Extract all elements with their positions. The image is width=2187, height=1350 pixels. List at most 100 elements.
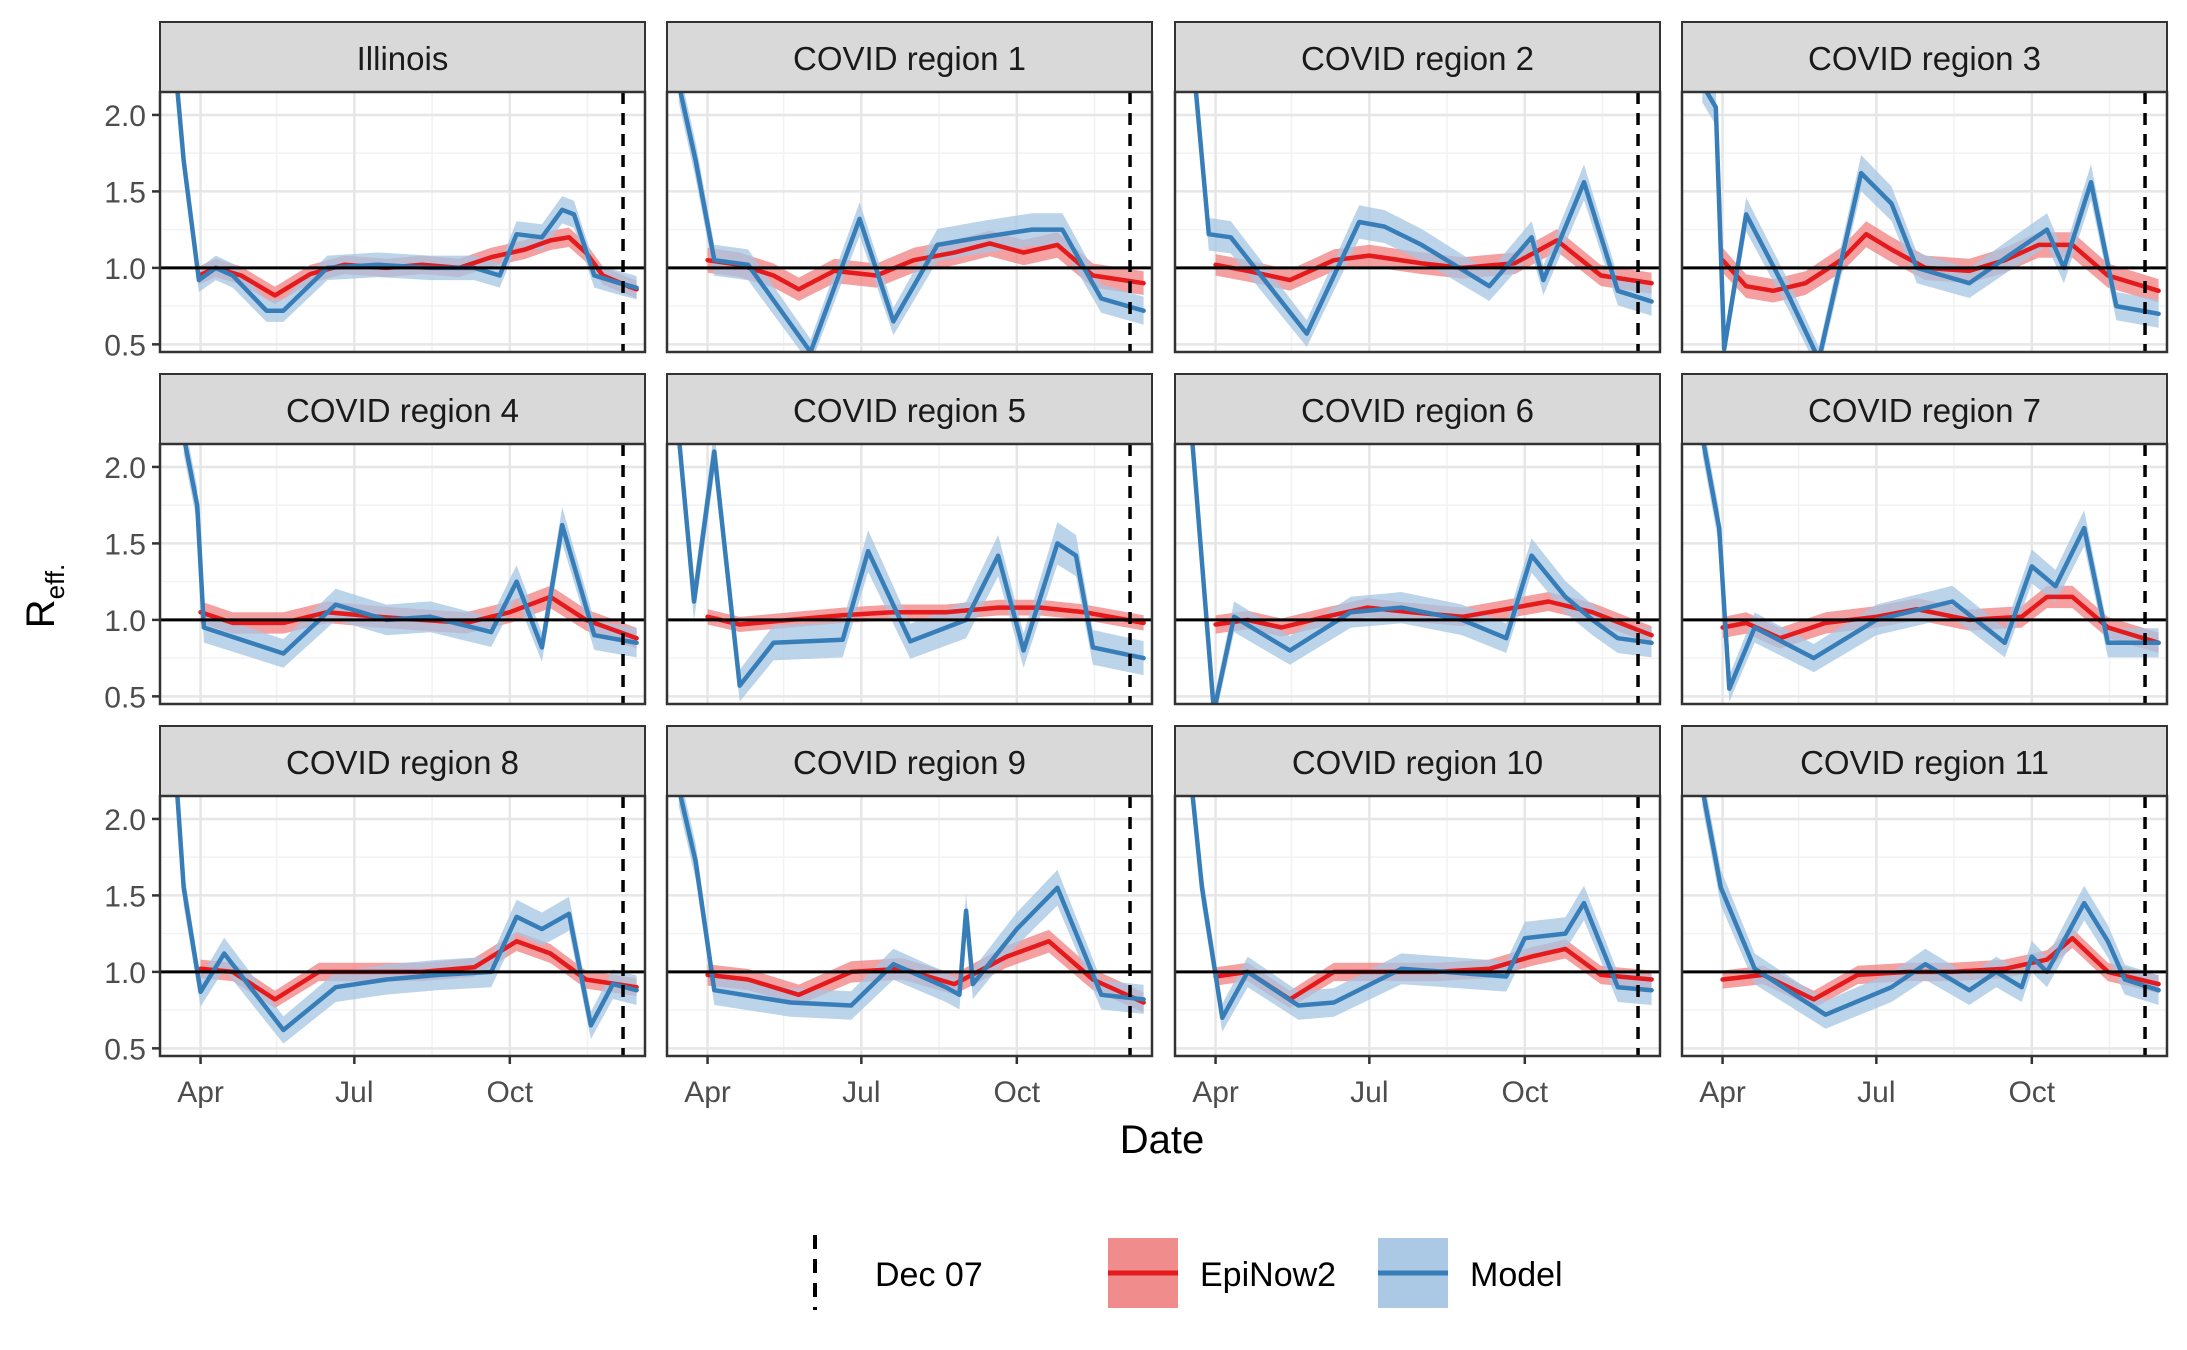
- panel-strip: [159, 21, 646, 93]
- plot-background: [1175, 92, 1660, 352]
- panel-3: COVID region 2: [1173, 21, 1662, 354]
- model-band: [1702, 444, 2159, 702]
- panel-title: COVID region 6: [1301, 392, 1534, 429]
- panel-strip: [159, 725, 646, 797]
- y-tick-label: 0.5: [104, 1033, 146, 1066]
- panel-series: [160, 796, 645, 1056]
- x-axis-title: Date: [1120, 1118, 1205, 1162]
- model-band: [1191, 796, 1652, 1032]
- panel-strip: [1174, 373, 1661, 445]
- panel-border: [1173, 794, 1662, 1058]
- panel-5: COVID region 4 0.5 1.0 1.5 2.0: [104, 373, 647, 714]
- epinow2-line: [705, 605, 1146, 627]
- panel-strip: [1681, 373, 2168, 445]
- legend-vline-label: Dec 07: [875, 1256, 983, 1294]
- y-tick-label: 1.0: [104, 253, 146, 286]
- panel-title: COVID region 7: [1808, 392, 2041, 429]
- model-band: [678, 92, 1144, 352]
- panel-title: COVID region 11: [1800, 744, 2049, 781]
- y-tick-label: 1.0: [104, 605, 146, 638]
- panel-series: [667, 92, 1152, 352]
- x-tick-label: Apr: [177, 1076, 224, 1109]
- y-tick-label: 1.5: [104, 176, 146, 209]
- y-tick-label: 0.5: [104, 681, 146, 714]
- y-tick-label: 2.0: [104, 804, 146, 837]
- plot-background: [1682, 92, 2167, 352]
- panel-strip: [666, 373, 1153, 445]
- panel-series: [667, 796, 1152, 1056]
- panel-border: [665, 794, 1154, 1058]
- panel-strip: [1681, 21, 2168, 93]
- x-tick-label: Jul: [1857, 1076, 1895, 1109]
- panel-9: COVID region 8 0.5 1.0 1.5 2.0 Apr Jul Oct: [104, 725, 647, 1109]
- panel-7: COVID region 6: [1173, 373, 1662, 706]
- x-tick-label: Jul: [1350, 1076, 1388, 1109]
- panel-series: [160, 92, 645, 352]
- model-line: [1704, 92, 2161, 352]
- epinow2-line: [1720, 231, 2161, 294]
- x-tick-label: Apr: [1192, 1076, 1239, 1109]
- legend-epinow2-label: EpiNow2: [1200, 1256, 1336, 1294]
- panel-title: Illinois: [357, 40, 449, 77]
- plot-background: [667, 92, 1152, 352]
- x-tick-label: Oct: [993, 1076, 1040, 1109]
- legend: Dec 07 EpiNow2 Model: [813, 1235, 1563, 1310]
- panel-12: COVID region 11 Apr Jul Oct: [1680, 725, 2169, 1109]
- panel-series: [1175, 796, 1660, 1056]
- panel-strip: [1174, 725, 1661, 797]
- y-tick-label: 1.0: [104, 957, 146, 990]
- y-tick-label: 2.0: [104, 452, 146, 485]
- panel-border: [1680, 794, 2169, 1058]
- x-tick-label: Apr: [684, 1076, 731, 1109]
- plot-background: [1175, 444, 1660, 704]
- x-tick-label: Apr: [1699, 1076, 1746, 1109]
- panel-border: [158, 90, 647, 354]
- panel-strip: [666, 725, 1153, 797]
- model-line: [677, 444, 1146, 688]
- panel-series: [160, 444, 645, 704]
- panel-border: [1173, 442, 1662, 706]
- panel-title: COVID region 2: [1301, 40, 1534, 77]
- panels-group: Illinois 0.5 1.0 1.5 2.0 COVID region 1 COVID …: [104, 21, 2169, 1109]
- panel-6: COVID region 5: [665, 373, 1154, 706]
- panel-series: [1682, 796, 2167, 1056]
- panel-border: [158, 442, 647, 706]
- model-line: [1193, 92, 1654, 336]
- panel-border: [1173, 90, 1662, 354]
- panel-series: [1682, 92, 2167, 352]
- x-tick-label: Oct: [1501, 1076, 1548, 1109]
- panel-title: COVID region 3: [1808, 40, 2041, 77]
- panel-series: [1175, 92, 1660, 352]
- panel-title: COVID region 1: [793, 40, 1026, 77]
- panel-border: [158, 794, 647, 1058]
- plot-background: [1682, 796, 2167, 1056]
- y-tick-label: 0.5: [104, 329, 146, 362]
- model-band: [678, 796, 1144, 1020]
- svg-text:Reff.: Reff.: [19, 564, 70, 629]
- y-axis-title: Reff.: [19, 564, 70, 629]
- epinow2-line: [1213, 599, 1654, 638]
- model-line: [182, 444, 639, 656]
- y-axis-title-sub: eff.: [40, 564, 70, 600]
- model-band: [183, 444, 637, 668]
- legend-model-label: Model: [1470, 1256, 1563, 1294]
- panel-4: COVID region 3: [1680, 21, 2169, 354]
- panel-border: [665, 90, 1154, 354]
- panel-border: [1680, 90, 2169, 354]
- panel-series: [1682, 444, 2167, 704]
- model-band: [176, 92, 637, 322]
- y-axis-title-main: R: [19, 599, 63, 628]
- model-line: [175, 796, 639, 1033]
- panel-border: [1680, 442, 2169, 706]
- panel-8: COVID region 7: [1680, 373, 2169, 706]
- x-tick-label: Jul: [335, 1076, 373, 1109]
- panel-strip: [1174, 21, 1661, 93]
- panel-title: COVID region 10: [1292, 744, 1543, 781]
- plot-background: [1682, 444, 2167, 704]
- panel-10: COVID region 9 Apr Jul Oct: [665, 725, 1154, 1109]
- y-tick-label: 2.0: [104, 100, 146, 133]
- panel-title: COVID region 4: [286, 392, 519, 429]
- epinow2-line: [705, 939, 1146, 1005]
- model-line: [678, 92, 1146, 352]
